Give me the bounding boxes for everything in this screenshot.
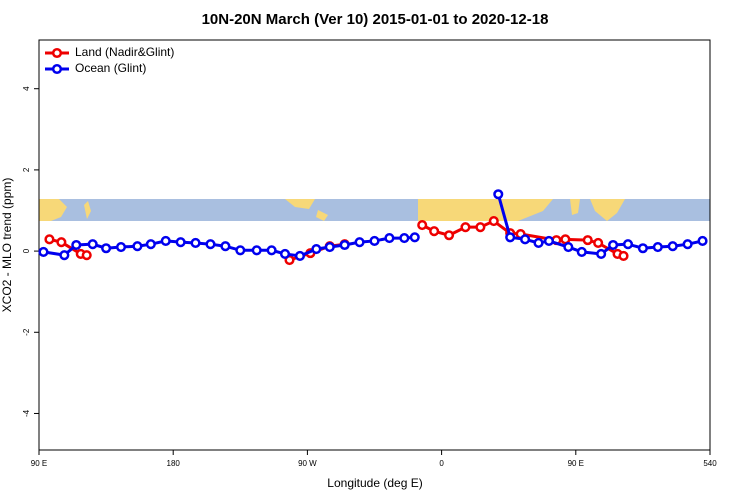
point bbox=[220, 241, 231, 252]
x-tick-label: 90 E bbox=[31, 459, 47, 468]
y-tick-label: 4 bbox=[22, 86, 31, 91]
point bbox=[493, 189, 504, 200]
point bbox=[145, 239, 156, 250]
point bbox=[593, 237, 604, 249]
point bbox=[533, 237, 544, 249]
legend-label: Land (Nadir&Glint) bbox=[75, 45, 174, 59]
point bbox=[235, 245, 246, 256]
point bbox=[399, 233, 410, 244]
point bbox=[132, 241, 143, 252]
point bbox=[697, 235, 708, 246]
point bbox=[354, 237, 365, 248]
point bbox=[38, 246, 49, 257]
point bbox=[429, 226, 440, 237]
point bbox=[417, 220, 428, 231]
point bbox=[266, 245, 277, 256]
point bbox=[294, 250, 305, 262]
x-axis-title: Longitude (deg E) bbox=[327, 476, 422, 490]
point bbox=[279, 248, 291, 259]
point bbox=[101, 243, 112, 254]
point bbox=[618, 250, 629, 262]
point bbox=[563, 241, 574, 253]
point bbox=[560, 234, 571, 245]
point bbox=[205, 239, 216, 250]
point bbox=[576, 246, 587, 257]
point bbox=[71, 239, 82, 251]
legend-marker bbox=[51, 47, 63, 59]
point bbox=[637, 243, 648, 254]
y-axis-title: XCO2 - MLO trend (ppm) bbox=[0, 178, 14, 313]
map-band bbox=[39, 199, 710, 221]
point bbox=[87, 239, 98, 250]
point bbox=[369, 235, 380, 246]
point bbox=[543, 235, 555, 246]
point bbox=[682, 239, 693, 250]
legend-marker bbox=[51, 63, 63, 75]
point bbox=[409, 232, 420, 243]
point bbox=[59, 250, 70, 261]
y-tick-label: -4 bbox=[22, 409, 31, 417]
x-tick-label: 90 E bbox=[568, 459, 584, 468]
point bbox=[596, 248, 607, 259]
x-tick-label: 0 bbox=[439, 459, 444, 468]
point bbox=[56, 237, 67, 248]
point bbox=[81, 250, 92, 261]
x-tick-label: 180 bbox=[167, 459, 181, 468]
point bbox=[251, 245, 262, 256]
y-tick-label: 2 bbox=[22, 167, 31, 172]
point bbox=[667, 241, 678, 252]
point bbox=[582, 235, 593, 246]
point bbox=[115, 241, 127, 253]
legend-label: Ocean (Glint) bbox=[75, 61, 146, 75]
point bbox=[44, 234, 55, 245]
x-tick-label: 540 bbox=[703, 459, 717, 468]
point bbox=[324, 241, 335, 253]
y-tick-label: 0 bbox=[22, 248, 31, 253]
point bbox=[488, 215, 499, 227]
point bbox=[460, 222, 471, 233]
chart-title: 10N-20N March (Ver 10) 2015-01-01 to 202… bbox=[202, 11, 549, 28]
y-tick-label: -2 bbox=[22, 328, 31, 336]
point bbox=[339, 239, 350, 251]
point bbox=[190, 237, 201, 249]
plot-frame bbox=[38, 39, 711, 451]
point bbox=[475, 222, 486, 233]
point bbox=[175, 237, 186, 248]
point bbox=[652, 241, 663, 253]
point bbox=[160, 235, 171, 246]
point bbox=[520, 234, 531, 245]
point bbox=[444, 230, 455, 241]
x-tick-label: 90 W bbox=[298, 459, 317, 468]
point bbox=[622, 239, 634, 250]
point bbox=[311, 244, 322, 255]
point bbox=[384, 233, 395, 244]
point bbox=[608, 239, 619, 251]
point bbox=[505, 232, 516, 243]
